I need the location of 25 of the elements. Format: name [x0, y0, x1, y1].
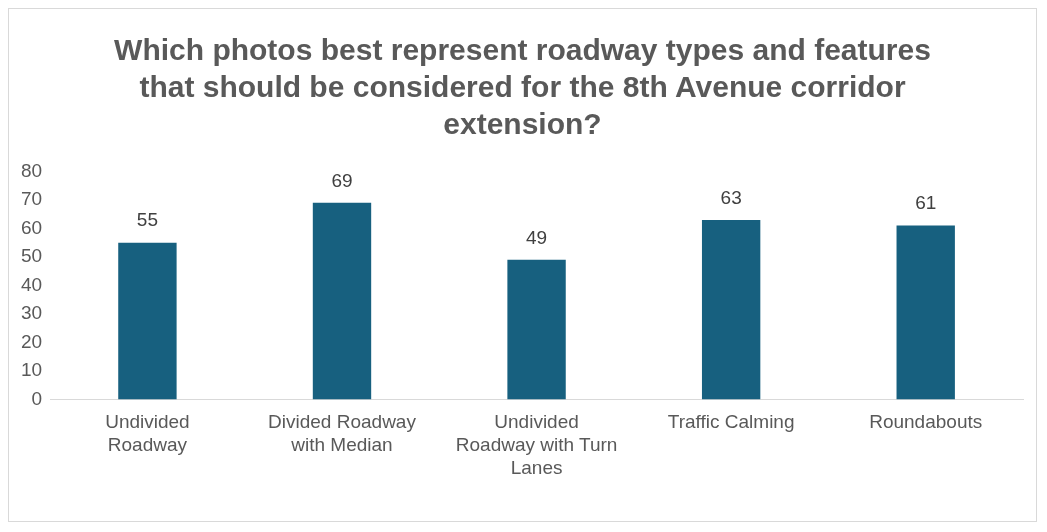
bar — [118, 242, 177, 400]
y-tick-label: 40 — [20, 273, 43, 295]
data-label: 55 — [136, 209, 158, 231]
y-tick-label: 30 — [20, 302, 43, 324]
y-tick-label: 60 — [20, 216, 43, 238]
y-tick-label: 0 — [31, 387, 43, 409]
data-label: 61 — [915, 192, 937, 214]
y-tick-label: 20 — [20, 330, 43, 352]
x-tick-label: Undivided Roadway with Turn Lanes — [455, 411, 618, 478]
y-tick-label: 10 — [20, 359, 43, 381]
x-tick-label: Undivided Roadway — [105, 411, 190, 456]
y-tick-label: 50 — [20, 245, 43, 267]
data-label: 63 — [720, 186, 742, 208]
chart-title: Which photos best represent roadway types and features that should be considered for the 8th Avenue corridor extension? — [113, 32, 932, 142]
x-tick-label: Divided Roadway with Median — [268, 411, 417, 456]
data-label: 49 — [526, 226, 548, 248]
bar — [701, 219, 761, 400]
y-tick-label: 70 — [20, 188, 43, 210]
y-tick-label: 80 — [20, 159, 43, 181]
data-label: 69 — [331, 169, 353, 191]
bar — [312, 202, 372, 400]
x-tick-label: Traffic Calming — [667, 411, 795, 433]
bar — [896, 225, 955, 400]
bar — [507, 259, 566, 400]
x-tick-label: Roundabouts — [869, 411, 983, 433]
